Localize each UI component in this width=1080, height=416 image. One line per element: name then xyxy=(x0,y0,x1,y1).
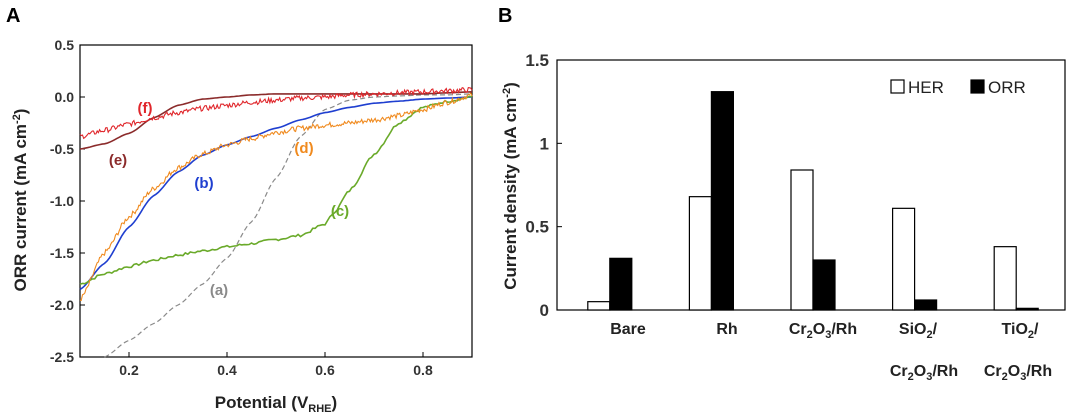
bar-orr-1 xyxy=(710,91,735,311)
panel-b-ytick-label: 0 xyxy=(540,301,549,320)
bar-her-2 xyxy=(790,169,814,311)
panel-b-legend: HER ORR xyxy=(890,78,1026,97)
panel-a-letter: A xyxy=(6,5,20,27)
curve-label-e: (e) xyxy=(109,152,127,169)
bar-her-1 xyxy=(688,196,713,311)
series-line-f xyxy=(79,86,473,140)
panel-a-curve-labels: (a) (b) (c) (d) (e) (f) xyxy=(109,100,349,299)
category-tio2-label-line1: TiO2/ xyxy=(1002,321,1040,341)
panel-a-ytick-label: -2.5 xyxy=(50,349,74,365)
panel-a-ytick-label: -1.5 xyxy=(50,245,74,261)
panel-a-curves xyxy=(79,86,473,358)
category-bare-label: Bare xyxy=(610,321,646,338)
bar-her-4 xyxy=(993,246,1017,311)
bar-orr-4 xyxy=(1015,307,1039,311)
panel-b-bars xyxy=(587,91,1039,311)
panel-a-xtick-label: 0.4 xyxy=(217,362,237,378)
panel-b-ytick-label: 1.5 xyxy=(525,51,549,70)
panel-b-ticks: 0 0.5 1 1.5 xyxy=(525,51,562,320)
panel-a-xtick-label: 0.2 xyxy=(119,362,139,378)
category-sio2-label-line1: SiO2/ xyxy=(899,321,938,341)
panel-a-ylabel: ORR current (mA cm-2) xyxy=(11,109,30,292)
legend-orr-swatch xyxy=(970,79,985,94)
bar-her-3 xyxy=(891,207,916,311)
panel-a-ytick-label: -0.5 xyxy=(50,141,74,157)
curve-label-a: (a) xyxy=(210,282,228,299)
curve-label-f: (f) xyxy=(138,100,153,117)
bar-orr-0 xyxy=(609,257,633,311)
panel-b-ytick-label: 1 xyxy=(540,134,549,153)
bar-orr-3 xyxy=(913,299,938,311)
panel-a-chart: 0.2 0.4 0.6 0.8 0.5 0.0 -0.5 -1.0 -1.5 -2.0 -2.5 (… xyxy=(11,37,473,415)
panel-a-ytick-label: 0.0 xyxy=(55,89,75,105)
legend-her-swatch xyxy=(890,79,905,94)
category-tio2-label-line2: Cr2O3/Rh xyxy=(984,363,1052,383)
curve-label-c: (c) xyxy=(331,203,349,220)
panel-a-xlabel: Potential (VRHE) xyxy=(215,393,337,415)
panel-a-frame xyxy=(79,44,473,358)
panel-a-xtick-label: 0.8 xyxy=(413,362,433,378)
panel-a-ticks: 0.2 0.4 0.6 0.8 0.5 0.0 -0.5 -1.0 -1.5 -2.0 -2.5 xyxy=(50,37,433,378)
series-line-d xyxy=(79,91,473,302)
curve-label-b: (b) xyxy=(194,175,213,192)
curve-label-d: (d) xyxy=(294,140,313,157)
series-line-b xyxy=(79,96,473,291)
panel-b-ylabel: Current density (mA cm-2) xyxy=(501,82,520,290)
panel-b-chart: 00.511.5 HER ORR Bare Rh Cr2O3/Rh SiO2/ … xyxy=(501,51,1066,383)
panel-b-ytick-label: 0.5 xyxy=(525,218,549,237)
series-line-e xyxy=(79,91,473,150)
category-cr2o3rh-label: Cr2O3/Rh xyxy=(789,321,857,341)
panel-a-ytick-label: -1.0 xyxy=(50,193,74,209)
panel-a-ytick-label: 0.5 xyxy=(55,37,75,53)
legend-her-label: HER xyxy=(908,78,944,97)
panel-b-letter: B xyxy=(498,5,512,27)
legend-orr-label: ORR xyxy=(988,78,1026,97)
category-rh-label: Rh xyxy=(716,321,737,338)
series-line-a xyxy=(104,93,472,358)
panel-a-ytick-label: -2.0 xyxy=(50,297,74,313)
category-sio2-label-line2: Cr2O3/Rh xyxy=(890,363,958,383)
bar-orr-2 xyxy=(812,259,836,311)
panel-a-xtick-label: 0.6 xyxy=(315,362,335,378)
bar-her-0 xyxy=(587,301,611,311)
series-line-c xyxy=(79,95,473,285)
